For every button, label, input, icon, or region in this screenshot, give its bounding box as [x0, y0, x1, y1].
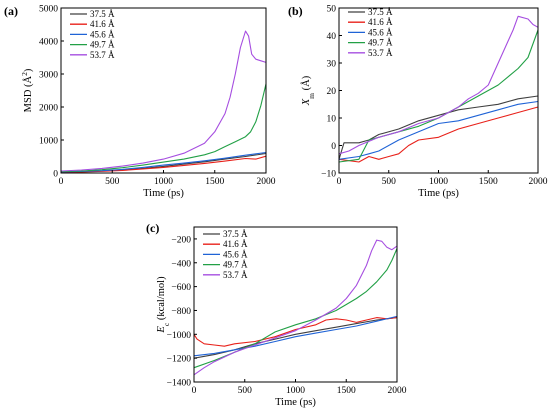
- series-line-3: [60, 83, 267, 173]
- series-line-2: [338, 100, 539, 160]
- legend-label-4: 53.7 Å: [90, 50, 115, 60]
- x-tick-label-4: 2000: [257, 177, 276, 187]
- legend-label-2: 45.6 Å: [90, 29, 115, 39]
- y-tick-label-3: −800: [171, 307, 191, 317]
- legend-label-0: 37.5 Å: [368, 7, 393, 17]
- legend-label-1: 41.6 Å: [223, 239, 248, 249]
- y-tick-label-0: −1400: [167, 379, 192, 389]
- x-tick-label-4: 2000: [529, 177, 548, 187]
- y-axis-label: Ec (kcal/mol): [156, 276, 171, 334]
- y-tick-label-5: −400: [171, 259, 191, 269]
- y-tick-label-2: 10: [327, 115, 337, 125]
- chart-panel-2: 0 500 1000 1500 2000 −1400 −1200 −1000 −800 −600 −…: [146, 221, 407, 408]
- y-tick-label-4: −600: [171, 283, 191, 293]
- legend-label-2: 45.6 Å: [223, 249, 248, 259]
- y-tick-label-2: −1000: [167, 331, 192, 341]
- legend-label-4: 53.7 Å: [223, 270, 248, 280]
- x-axis-label: Time (ps): [418, 188, 459, 199]
- y-tick-label-6: 50: [327, 5, 337, 15]
- y-tick-label-0: 0: [53, 170, 58, 180]
- series-line-4: [193, 239, 398, 376]
- series-line-1: [60, 155, 267, 173]
- legend-label-1: 41.6 Å: [90, 19, 115, 29]
- x-tick-label-2: 1000: [429, 177, 448, 187]
- x-tick-label-1: 500: [105, 177, 120, 187]
- legend-label-3: 49.7 Å: [368, 38, 393, 48]
- y-axis-label: MSD (Å2): [20, 68, 35, 112]
- x-tick-label-1: 500: [238, 386, 253, 396]
- panel-label: (a): [4, 4, 18, 18]
- x-tick-label-0: 0: [59, 177, 64, 187]
- x-tick-label-4: 2000: [388, 386, 407, 396]
- x-tick-label-3: 1500: [205, 177, 224, 187]
- panel-label: (c): [146, 221, 159, 235]
- series-line-0: [338, 95, 539, 160]
- y-tick-label-1: 0: [331, 142, 336, 152]
- x-axis-label: Time (ps): [143, 188, 184, 199]
- y-tick-label-1: −1200: [167, 355, 192, 365]
- x-tick-label-3: 1500: [337, 386, 356, 396]
- x-axis-label: Time (ps): [275, 397, 316, 408]
- y-tick-label-1: 1000: [39, 137, 58, 147]
- chart-panel-0: 0 500 1000 1500 2000 0 1000 2000 3000 4000 5000 Tim…: [4, 4, 276, 199]
- x-tick-label-1: 500: [382, 177, 397, 187]
- legend-label-3: 49.7 Å: [90, 40, 115, 50]
- x-tick-label-0: 0: [192, 386, 197, 396]
- y-tick-label-0: −10: [321, 170, 336, 180]
- x-tick-label-2: 1000: [286, 386, 305, 396]
- legend-label-3: 49.7 Å: [223, 260, 248, 270]
- y-tick-label-3: 20: [327, 87, 337, 97]
- series-line-4: [60, 30, 267, 172]
- y-tick-label-5: 40: [327, 32, 337, 42]
- y-tick-label-2: 2000: [39, 104, 58, 114]
- series-line-2: [60, 151, 267, 173]
- series-line-4: [338, 15, 539, 155]
- legend-label-2: 45.6 Å: [368, 27, 393, 37]
- y-tick-label-6: −200: [171, 235, 191, 245]
- legend-label-1: 41.6 Å: [368, 17, 393, 27]
- y-tick-label-5: 5000: [39, 5, 58, 15]
- y-axis-label: Xm (Å): [300, 75, 316, 106]
- series-line-1: [193, 317, 398, 347]
- series-line-2: [193, 315, 398, 357]
- x-tick-label-3: 1500: [479, 177, 498, 187]
- panel-label: (b): [288, 4, 303, 18]
- y-tick-label-4: 30: [327, 60, 337, 70]
- y-tick-label-3: 3000: [39, 71, 58, 81]
- x-tick-label-0: 0: [337, 177, 342, 187]
- series-line-1: [338, 106, 539, 163]
- legend-label-0: 37.5 Å: [223, 229, 248, 239]
- legend-label-0: 37.5 Å: [90, 9, 115, 19]
- y-tick-label-4: 4000: [39, 38, 58, 48]
- x-tick-label-2: 1000: [154, 177, 173, 187]
- legend-label-4: 53.7 Å: [368, 48, 393, 58]
